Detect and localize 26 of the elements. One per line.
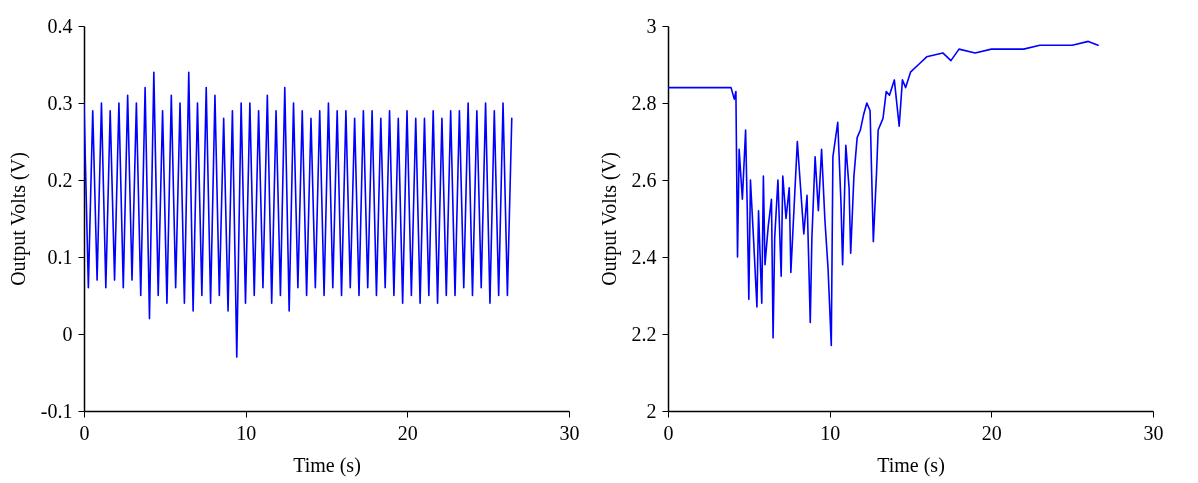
- y-tick-label: 0: [62, 322, 73, 345]
- x-axis-title: Time (s): [877, 453, 945, 477]
- y-tick-label: 2.6: [631, 168, 657, 191]
- line-series: [84, 71, 513, 358]
- y-tick-label: 2.4: [631, 245, 657, 268]
- y-tick-label: 3: [646, 14, 657, 37]
- y-tick-label: 2: [646, 399, 657, 422]
- x-axis-title: Time (s): [293, 453, 361, 477]
- y-tick-label: 0.3: [47, 91, 73, 114]
- y-tick-label: 0.1: [47, 245, 73, 268]
- y-tick-label: 2.8: [631, 91, 657, 114]
- line-series: [668, 40, 1099, 347]
- y-tick-label: 0.4: [47, 14, 73, 37]
- y-tick-label: 2.2: [631, 322, 657, 345]
- y-tick-label: -0.1: [40, 399, 73, 422]
- x-tick-label: 10: [236, 421, 257, 444]
- y-axis-title: Output Volts (V): [6, 152, 30, 286]
- x-tick-label: 0: [79, 421, 90, 444]
- x-tick-label: 30: [559, 421, 580, 444]
- x-tick-label: 0: [663, 421, 674, 444]
- y-tick-label: 0.2: [47, 168, 73, 191]
- x-tick-label: 30: [1143, 421, 1164, 444]
- y-axis-title: Output Volts (V): [597, 152, 621, 286]
- x-tick-label: 20: [397, 421, 418, 444]
- x-tick-label: 10: [820, 421, 841, 444]
- x-tick-label: 20: [981, 421, 1002, 444]
